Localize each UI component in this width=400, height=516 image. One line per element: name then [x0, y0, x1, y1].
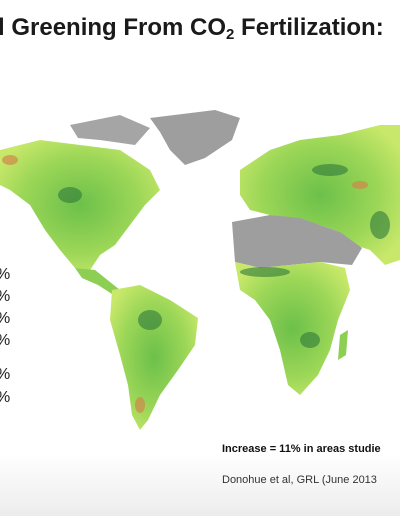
browning-patches: [2, 155, 368, 413]
greening-patches: [58, 164, 390, 348]
madagascar: [338, 330, 348, 360]
citation: Donohue et al, GRL (June 2013: [222, 474, 377, 486]
eurasia: [240, 125, 400, 265]
percent-fragment: %: [0, 332, 10, 350]
percent-fragment: %: [0, 288, 10, 306]
increase-note: Increase = 11% in areas studie: [222, 443, 381, 455]
slide-title: l Greening From CO2 Fertilization:: [0, 14, 384, 43]
percent-fragment: %: [0, 366, 10, 384]
percent-fragment: %: [0, 266, 10, 284]
title-text: Fertilization:: [234, 14, 384, 41]
sahara: [232, 215, 362, 268]
percent-fragment: %: [0, 310, 10, 328]
central-america: [75, 268, 120, 294]
title-text: l Greening From CO: [0, 14, 227, 41]
africa: [235, 262, 350, 395]
percent-fragment: %: [0, 389, 10, 407]
north-america: [0, 140, 160, 270]
arctic-islands: [70, 115, 150, 145]
greenland: [150, 110, 240, 165]
title-subscript: 2: [226, 26, 235, 43]
south-america: [110, 285, 198, 430]
